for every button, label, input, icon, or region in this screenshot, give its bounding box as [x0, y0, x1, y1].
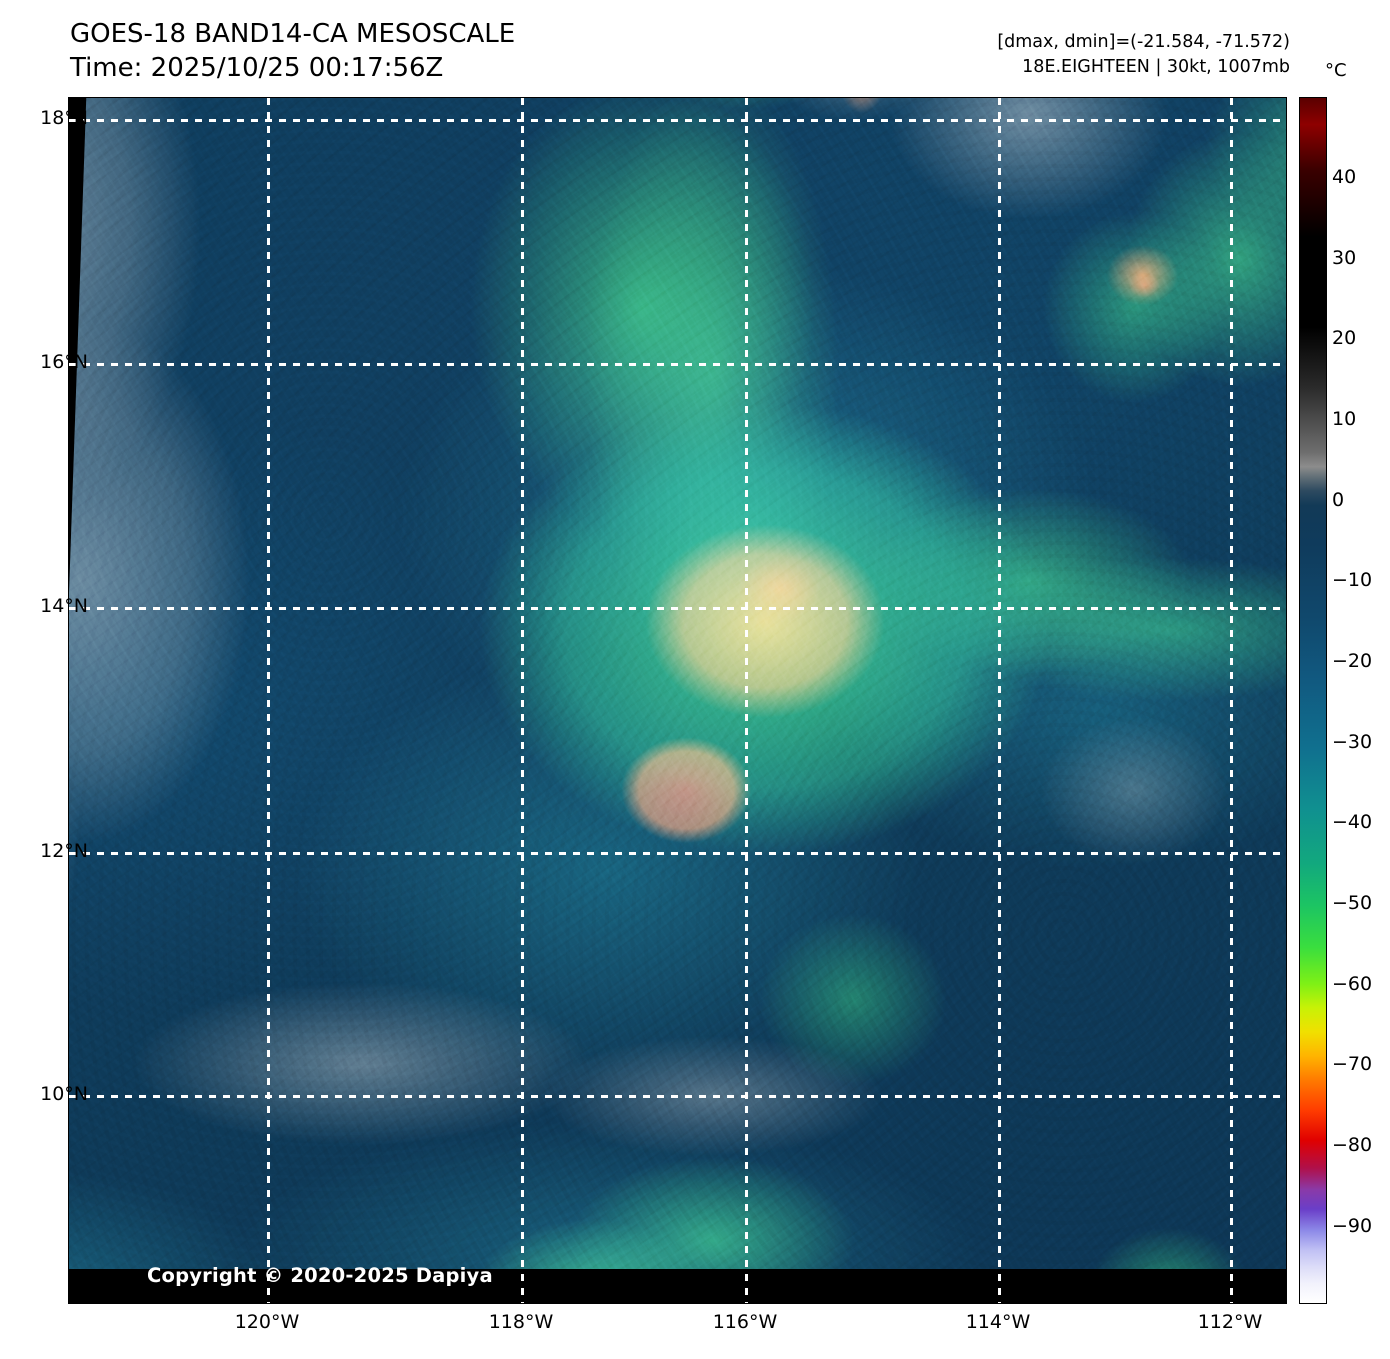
lat-label-16n: 16°N — [40, 351, 88, 373]
lat-label-18n: 18°N — [40, 107, 88, 129]
satellite-swath — [69, 98, 1286, 1270]
lon-label-116w: 116°W — [712, 1311, 778, 1333]
colorbar-tick-0: 0 — [1332, 489, 1345, 511]
header-meta-block: [dmax, dmin]=(-21.584, -71.572) 18E.EIGH… — [997, 30, 1290, 80]
deep-convection-layer — [69, 98, 1286, 1270]
timestamp-label: Time: 2025/10/25 00:17:56Z — [70, 52, 444, 83]
colorbar-tick-m20: −20 — [1332, 650, 1373, 672]
header-title-block: GOES-18 BAND14-CA MESOSCALE Time: 2025/1… — [70, 18, 515, 86]
colorbar-tick-m50: −50 — [1332, 892, 1373, 914]
copyright-label: Copyright © 2020-2025 Dapiya — [147, 1264, 493, 1287]
data-range-label: [dmax, dmin]=(-21.584, -71.572) — [997, 32, 1290, 52]
lat-label-12n: 12°N — [40, 840, 88, 862]
lat-label-14n: 14°N — [40, 595, 88, 617]
lon-label-118w: 118°W — [488, 1311, 554, 1333]
storm-info-label: 18E.EIGHTEEN | 30kt, 1007mb — [1022, 56, 1290, 77]
colorbar-unit-label: °C — [1325, 60, 1347, 81]
colorbar-tick-m40: −40 — [1332, 811, 1373, 833]
lon-label-120w: 120°W — [234, 1311, 300, 1333]
mottle-texture — [69, 98, 1286, 1270]
lat-label-10n: 10°N — [40, 1083, 88, 1105]
colorbar-tick-m70: −70 — [1332, 1053, 1373, 1075]
colorbar-tick-20: 20 — [1332, 327, 1357, 349]
colorbar-tick-m90: −90 — [1332, 1215, 1373, 1237]
colorbar-tick-40: 40 — [1332, 166, 1357, 188]
map-clip — [69, 98, 1286, 1303]
satellite-image-panel[interactable]: Copyright © 2020-2025 Dapiya — [68, 97, 1287, 1304]
colorbar-tick-m10: −10 — [1332, 569, 1373, 591]
colorbar-tick-30: 30 — [1332, 247, 1357, 269]
colorbar[interactable] — [1299, 97, 1327, 1304]
banding-texture — [69, 98, 1286, 1270]
colorbar-tick-m80: −80 — [1332, 1134, 1373, 1156]
colorbar-tick-m60: −60 — [1332, 973, 1373, 995]
colorbar-gradient — [1300, 98, 1326, 1303]
lon-label-114w: 114°W — [965, 1311, 1031, 1333]
colorbar-tick-10: 10 — [1332, 408, 1357, 430]
page-title: GOES-18 BAND14-CA MESOSCALE — [70, 19, 516, 49]
colorbar-tick-m30: −30 — [1332, 731, 1373, 753]
lon-label-112w: 112°W — [1197, 1311, 1263, 1333]
